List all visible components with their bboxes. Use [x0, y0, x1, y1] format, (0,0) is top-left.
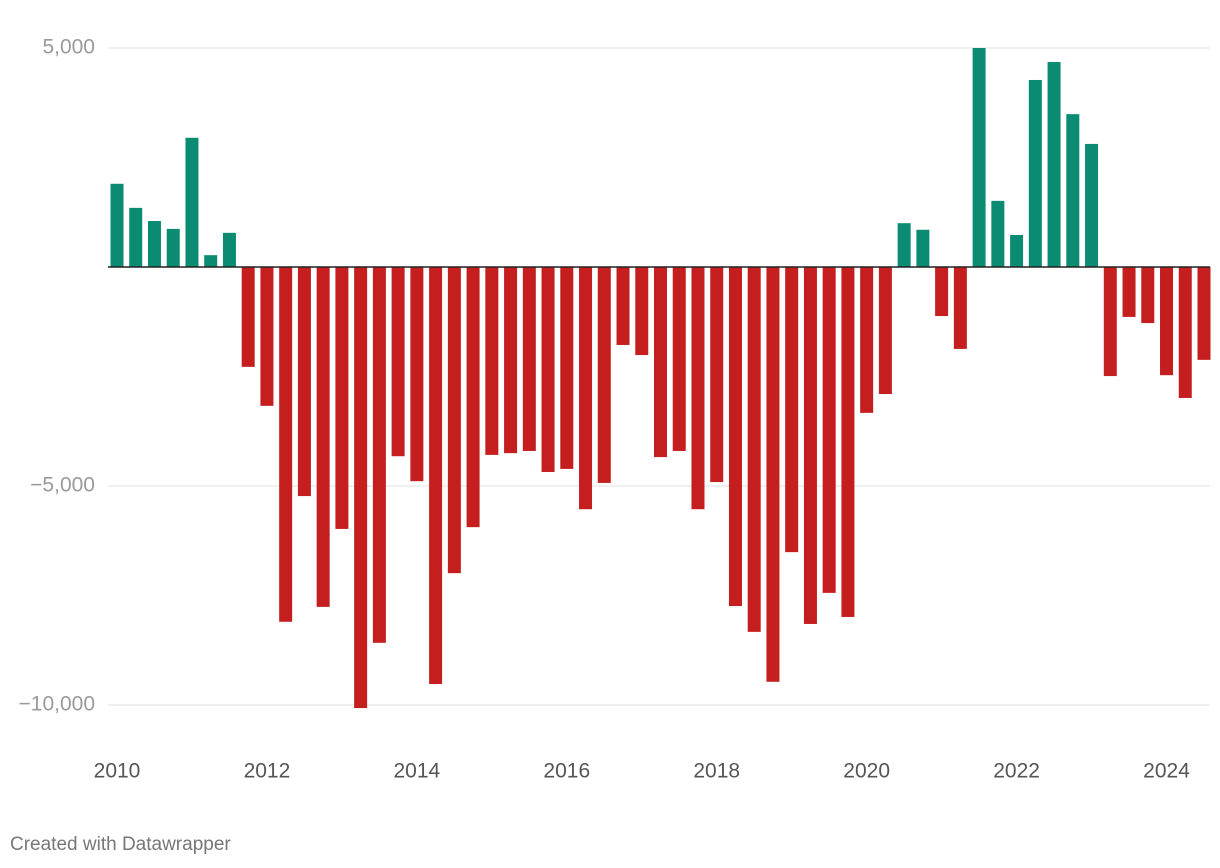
- bar: [560, 267, 574, 469]
- bar: [1085, 143, 1099, 267]
- bar: [1141, 267, 1155, 324]
- bars: [108, 48, 1211, 709]
- bar: [728, 267, 742, 607]
- bar: [635, 267, 649, 356]
- bar: [710, 267, 724, 483]
- labels: 5,000 −5,000 −10,000 2010 2012 2014 2016 2018 20…: [19, 36, 1191, 783]
- bar: [672, 267, 686, 451]
- bar: [747, 267, 761, 632]
- bar: [429, 267, 443, 684]
- bar: [953, 267, 967, 349]
- bar: [335, 267, 349, 529]
- bar: [504, 267, 518, 454]
- x-tick-label: 2016: [543, 760, 590, 783]
- bar: [391, 267, 405, 457]
- bar: [935, 267, 949, 317]
- bar: [260, 267, 274, 406]
- x-tick-label: 2024: [1143, 760, 1190, 783]
- x-tick-label: 2012: [244, 760, 291, 783]
- bar: [1010, 235, 1024, 267]
- bar: [991, 200, 1005, 267]
- bar: [972, 48, 986, 267]
- bar: [1103, 267, 1117, 377]
- y-tick-label: 5,000: [42, 36, 95, 59]
- bar: [110, 183, 124, 267]
- x-tick-label: 2022: [993, 760, 1040, 783]
- bar: [579, 267, 593, 510]
- bar: [222, 232, 236, 267]
- bar: [1047, 62, 1061, 268]
- bar: [1066, 114, 1080, 267]
- bar: [597, 267, 611, 483]
- bar: [372, 267, 386, 643]
- bar: [860, 267, 874, 413]
- bar: [466, 267, 480, 528]
- bar: [1122, 267, 1136, 317]
- bar: [166, 228, 180, 267]
- x-tick-label: 2014: [394, 760, 441, 783]
- bar: [766, 267, 780, 682]
- bar: [691, 267, 705, 510]
- bar: [785, 267, 799, 553]
- bar: [485, 267, 499, 455]
- bar: [803, 267, 817, 624]
- bar: [279, 267, 293, 622]
- bar: [916, 229, 930, 267]
- x-tick-label: 2010: [94, 760, 141, 783]
- bar: [878, 267, 892, 395]
- bar: [354, 267, 368, 709]
- bar: [654, 267, 667, 458]
- bar: [204, 255, 218, 267]
- bar: [616, 267, 630, 345]
- bar: [1178, 267, 1192, 398]
- bar: [522, 267, 536, 451]
- x-tick-label: 2020: [843, 760, 890, 783]
- bar: [185, 137, 199, 267]
- bar: [841, 267, 855, 617]
- bar: [241, 267, 255, 367]
- bar: [447, 267, 461, 574]
- bar: [297, 267, 311, 497]
- bar: [1028, 79, 1042, 267]
- y-tick-label: −5,000: [30, 474, 95, 497]
- x-tick-label: 2018: [693, 760, 740, 783]
- bar: [1160, 267, 1174, 376]
- bar: [147, 221, 161, 267]
- bar: [897, 223, 911, 267]
- credit: Created with Datawrapper: [10, 834, 231, 855]
- bar: [129, 207, 143, 267]
- bar: [541, 267, 555, 472]
- bar: [410, 267, 424, 482]
- bar: [1197, 267, 1211, 360]
- bar: [822, 267, 836, 593]
- y-tick-label: −10,000: [19, 693, 96, 716]
- bar: [316, 267, 330, 607]
